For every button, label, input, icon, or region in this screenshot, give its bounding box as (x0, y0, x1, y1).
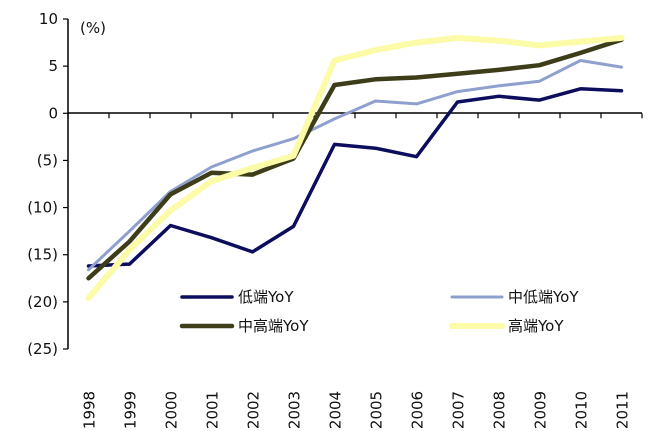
x-tick-label: 2006 (409, 391, 427, 429)
y-tick-label: 0 (48, 104, 58, 122)
series-line-3 (86, 37, 624, 281)
y-tick-label: (5) (37, 151, 58, 169)
legend: 低端YoY 中低端YoY 中高端YoY 高端YoY (179, 288, 579, 335)
x-tick-label: 2011 (614, 391, 632, 429)
x-tick-group: 1998 1999 2000 2001 2002 2003 2004 2005 2006 2007… (67, 113, 643, 429)
series-group (85, 34, 625, 302)
x-tick-label: 2005 (368, 391, 386, 429)
series-line-4 (85, 34, 625, 302)
x-tick-label: 2007 (450, 391, 468, 429)
y-tick-label: 10 (39, 10, 58, 28)
unit-label: (%) (80, 19, 106, 37)
x-tick-label: 2004 (327, 391, 345, 429)
x-tick-label: 2003 (286, 391, 304, 429)
series-line-1 (86, 87, 624, 268)
legend-label-4: 高端YoY (508, 317, 564, 335)
x-tick-label: 2008 (491, 391, 509, 429)
y-tick-label: (15) (27, 246, 58, 264)
x-tick-label: 2002 (245, 391, 263, 429)
x-tick-label: 2001 (204, 391, 222, 429)
y-tick-label: (25) (27, 340, 58, 358)
x-tick-label: 1998 (81, 391, 99, 429)
x-tick-label: 1999 (122, 391, 140, 429)
y-tick-label: (10) (27, 199, 58, 217)
x-tick-label: 2000 (163, 391, 181, 429)
legend-label-2: 中低端YoY (508, 288, 579, 306)
y-tick-label: (20) (27, 293, 58, 311)
legend-label-1: 低端YoY (238, 288, 294, 306)
y-tick-label: 5 (48, 57, 58, 75)
x-tick-label: 2009 (532, 391, 550, 429)
legend-label-3: 中高端YoY (238, 317, 309, 335)
axes (67, 19, 642, 349)
y-tick-group: 10 5 0 (5) (10) (15) (20) (25) (27, 10, 68, 358)
series-line-2 (87, 59, 623, 272)
x-tick-label: 2010 (573, 391, 591, 429)
